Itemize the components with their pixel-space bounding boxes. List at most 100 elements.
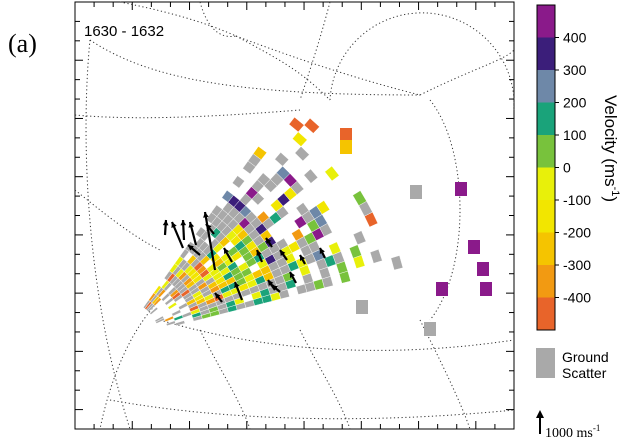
colorbar-swatch: [537, 37, 555, 71]
colorbar-tick-label: -400: [563, 290, 591, 306]
velocity-cell: [340, 140, 352, 154]
ground-scatter-swatch: [536, 348, 555, 378]
colorbar-title-main: Velocity (ms: [601, 95, 620, 187]
velocity-vector-head: [206, 224, 212, 230]
velocity-vector-head: [266, 238, 272, 244]
grid-line: [235, 35, 421, 96]
map-frame: [74, 1, 515, 430]
grid-line: [419, 49, 515, 96]
velocity-vector-head: [188, 222, 195, 228]
colorbar-tick-label: -200: [563, 225, 591, 241]
grid-line: [159, 319, 515, 351]
grid-line: [299, 329, 351, 430]
velocity-vector-head: [162, 220, 169, 226]
velocity-cell: [468, 240, 480, 254]
velocity-vector-head: [171, 222, 177, 228]
grid-line: [329, 12, 515, 111]
velocity-cell: [328, 241, 342, 256]
colorbar-swatch: [537, 167, 555, 201]
velocity-cell: [480, 282, 492, 296]
velocity-vector-head: [203, 212, 209, 218]
vector-scale-sup: -1: [593, 423, 601, 433]
colorbar-tick-label: -100: [563, 192, 591, 208]
velocity-cell: [369, 249, 383, 264]
map-plot: 1630 - 1632: [74, 1, 515, 430]
velocity-cell: [288, 116, 305, 133]
colorbar-swatch: [537, 232, 555, 266]
time-label: 1630 - 1632: [84, 23, 164, 40]
velocity-vector-head: [280, 250, 286, 256]
ground-scatter-label-line1: Ground: [562, 349, 609, 365]
velocity-vector-head: [180, 220, 187, 226]
colorbar-tick-label: -300: [563, 257, 591, 273]
velocity-vector-head: [256, 250, 262, 256]
velocity-cell: [257, 172, 271, 187]
vector-scale-label: 1000 ms-1: [545, 423, 600, 441]
colorbar-tick-label: 200: [563, 95, 587, 111]
velocity-cell: [175, 320, 186, 326]
velocity-cell: [195, 226, 206, 238]
colorbar-swatch: [537, 265, 555, 298]
velocity-cell: [352, 190, 367, 206]
velocity-vector-head: [234, 282, 240, 288]
velocity-vector-head: [215, 293, 221, 299]
velocity-cell: [356, 300, 368, 314]
velocity-cell: [276, 237, 289, 251]
velocity-vectors: [162, 211, 326, 303]
vector-scale-value: 1000 ms: [545, 426, 593, 441]
velocity-vector-head: [188, 245, 194, 251]
colorbar-swatch: [537, 102, 555, 136]
colorbar-title-end: ): [601, 196, 620, 202]
grid-line: [99, 299, 161, 430]
frame-ticks: [74, 1, 515, 430]
grid-line: [199, 1, 237, 37]
grid-line: [419, 319, 471, 430]
velocity-cell: [477, 262, 489, 276]
velocity-cell: [352, 230, 367, 245]
velocity-vector-head: [272, 285, 278, 291]
velocity-cell: [424, 322, 436, 336]
velocity-cell: [390, 255, 404, 271]
ground-scatter-label-line2: Scatter: [562, 365, 607, 381]
coordinate-grid: [74, 1, 515, 430]
velocity-cell: [324, 165, 340, 182]
grid-line: [299, 1, 331, 101]
colorbar-tick-label: 100: [563, 127, 587, 143]
grid-line: [119, 1, 237, 37]
velocity-cell: [303, 168, 319, 184]
colorbar-title-sup: -1: [609, 187, 621, 197]
velocity-cell: [303, 117, 320, 134]
velocity-cells: [143, 116, 492, 336]
vector-scale-legend: 1000 ms-1: [536, 410, 600, 441]
velocity-cell: [149, 307, 159, 315]
velocity-vector-head: [290, 272, 295, 278]
grid-line: [109, 399, 515, 420]
colorbar-swatch: [537, 297, 555, 331]
velocity-cell: [154, 315, 164, 323]
grid-line: [199, 329, 251, 430]
velocity-cell: [455, 182, 467, 196]
grid-line: [74, 109, 301, 119]
velocity-cell: [340, 128, 352, 142]
colorbar-swatch: [537, 200, 555, 233]
colorbar-title: Velocity (ms-1): [601, 95, 621, 202]
velocity-vector: [203, 211, 217, 271]
velocity-cell: [211, 204, 223, 217]
colorbar: 400 300 200 100 0 -100 -200 -300 -400 Velocity (…: [536, 4, 621, 331]
panel-label: (a): [8, 29, 37, 58]
velocity-cell: [410, 185, 422, 199]
grid-line: [85, 39, 131, 430]
velocity-cell: [274, 152, 289, 167]
colorbar-ticks: 400 300 200 100 0 -100 -200 -300 -400: [555, 30, 591, 306]
colorbar-swatches: [536, 4, 556, 331]
colorbar-swatch: [537, 5, 555, 38]
colorbar-tick-label: 0: [563, 160, 571, 176]
velocity-cell: [252, 146, 268, 160]
velocity-cell: [295, 202, 310, 217]
velocity-vector-head: [300, 255, 306, 261]
velocity-vector-head: [224, 248, 230, 254]
velocity-vector-head: [268, 280, 274, 286]
velocity-vector-head: [319, 248, 325, 254]
velocity-cell: [436, 282, 448, 296]
